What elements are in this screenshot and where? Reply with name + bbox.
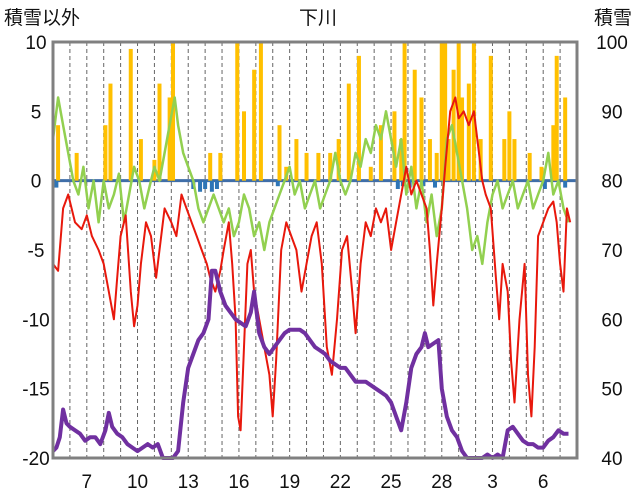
orange-series-bar	[304, 152, 309, 181]
orange-series-bar	[277, 125, 282, 181]
blue-series-bar	[209, 180, 214, 192]
y-right-tick-label: 80	[601, 172, 622, 193]
orange-series-bar	[157, 83, 162, 181]
orange-series-bar	[488, 55, 493, 181]
red-series-line	[52, 96, 572, 432]
y-right-tick-label: 90	[601, 102, 622, 123]
y-right-tick-label: 70	[601, 241, 622, 262]
y-left-tick-label: 5	[31, 102, 42, 123]
y-left-tick-label: -10	[22, 310, 49, 331]
orange-series-bar	[108, 83, 113, 181]
orange-series-bar	[443, 42, 448, 181]
right-axis-label: 積雪	[594, 7, 632, 29]
blue-series-bar	[214, 180, 219, 189]
orange-series-bar	[103, 125, 108, 181]
orange-series-bar	[460, 97, 465, 181]
blue-series-bar	[563, 180, 568, 188]
orange-series-bar	[527, 152, 532, 181]
y-left-tick-label: 10	[25, 33, 46, 54]
blue-series-bar	[433, 180, 438, 188]
orange-series-bar	[427, 139, 432, 181]
orange-series-bar	[328, 152, 333, 181]
orange-series-bar	[258, 42, 263, 181]
orange-series-bar	[451, 69, 456, 181]
x-tick-label: 19	[279, 472, 300, 493]
orange-series-bar	[412, 69, 417, 181]
x-tick-label: 3	[487, 472, 498, 493]
orange-series-bar	[252, 69, 257, 181]
green-series-line	[51, 96, 570, 266]
blue-series-bar	[198, 180, 203, 192]
orange-series-bar	[512, 139, 517, 181]
orange-series-bar	[399, 139, 404, 181]
orange-series-bar	[235, 42, 240, 181]
orange-series-bar	[456, 42, 461, 181]
orange-series-bar	[419, 97, 424, 181]
orange-series-bar	[316, 152, 321, 181]
orange-series-bar	[402, 42, 407, 181]
x-tick-label: 16	[228, 472, 249, 493]
x-tick-label: 7	[82, 472, 93, 493]
orange-series-bar	[434, 152, 439, 181]
orange-series-bar	[502, 139, 507, 181]
x-tick-label: 10	[127, 472, 148, 493]
orange-series-bar	[138, 139, 143, 181]
orange-series-bar	[128, 48, 133, 181]
orange-series-bar	[56, 125, 61, 181]
y-right-tick-label: 40	[601, 449, 622, 470]
x-tick-label: 28	[431, 472, 452, 493]
orange-series-bar	[294, 139, 299, 181]
orange-series-bar	[356, 55, 361, 181]
chart-title: 下川	[299, 8, 337, 29]
y-right-tick-label: 100	[596, 33, 628, 54]
orange-series-bar	[368, 166, 373, 181]
blue-series-bar	[395, 180, 400, 189]
orange-series-bar	[242, 111, 247, 181]
orange-series-bar	[167, 97, 172, 181]
left-axis-label: 積雪以外	[4, 7, 80, 29]
y-left-tick-label: 0	[31, 172, 42, 193]
orange-series-bar	[208, 152, 213, 181]
x-tick-label: 22	[330, 472, 351, 493]
orange-series-bar	[539, 166, 544, 181]
x-tick-label: 25	[380, 472, 401, 493]
y-right-tick-label: 50	[601, 380, 622, 401]
orange-series-bar	[439, 42, 444, 181]
orange-series-bar	[446, 139, 451, 181]
orange-series-bar	[466, 83, 471, 181]
orange-series-bar	[563, 97, 568, 181]
x-tick-label: 13	[178, 472, 199, 493]
blue-series-bar	[54, 180, 59, 188]
blue-series-bar	[542, 180, 547, 189]
orange-series-bar	[507, 111, 512, 181]
y-left-tick-label: -5	[28, 241, 45, 262]
orange-series-bar	[392, 111, 397, 181]
orange-series-bar	[346, 83, 351, 181]
orange-series-bar	[554, 55, 559, 181]
orange-series-bar	[378, 125, 383, 181]
orange-series-bar	[551, 125, 556, 181]
vertical-gridlines	[52, 42, 561, 458]
blue-series-bar	[203, 180, 208, 189]
x-tick-label: 6	[538, 472, 549, 493]
purple-series-line	[51, 268, 569, 460]
y-left-tick-label: -15	[22, 380, 49, 401]
series-layer	[51, 42, 577, 460]
orange-series-bar	[218, 152, 223, 181]
orange-series-bar	[336, 139, 341, 181]
y-right-tick-label: 60	[601, 310, 622, 331]
y-left-tick-label: -20	[22, 449, 49, 470]
plot-frame	[51, 40, 579, 460]
blue-series-bar	[421, 180, 426, 187]
orange-series-bar	[74, 152, 79, 181]
blue-series-bar	[275, 180, 280, 187]
